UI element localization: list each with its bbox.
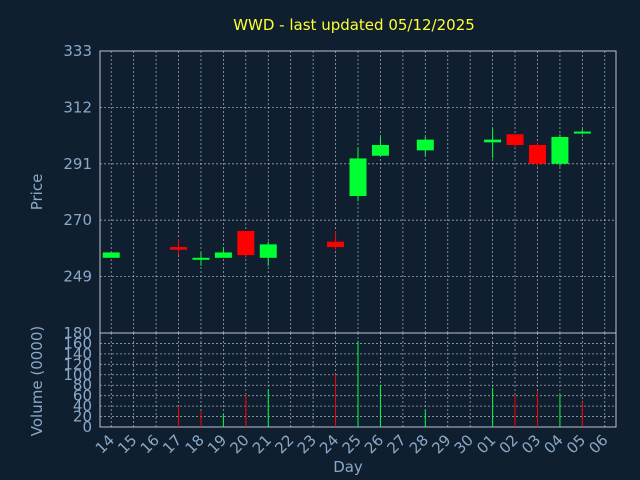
x-axis-label: Day <box>333 458 363 476</box>
volume-tick-label: 160 <box>63 334 92 352</box>
candle-17 <box>170 239 188 256</box>
candle-04 <box>551 134 569 167</box>
candle-body <box>214 252 232 258</box>
candles <box>102 128 591 266</box>
candle-26 <box>371 136 389 156</box>
price-tick-label: 312 <box>63 98 92 116</box>
candle-body <box>573 131 591 134</box>
volume-axis-label: Volume (0000) <box>28 326 46 436</box>
volume-tick-label: 100 <box>63 366 92 384</box>
volume-tick-label: 40 <box>73 397 92 415</box>
x-ticks: 1415161718192021222324252627282930010203… <box>92 431 612 457</box>
volume-tick-label: 0 <box>82 418 92 436</box>
candle-02 <box>506 134 524 148</box>
chart-title: WWD - last updated 05/12/2025 <box>233 16 475 34</box>
volume-tick-label: 180 <box>63 324 92 342</box>
price-y-ticks: 249 270 291 312 333 <box>63 42 92 286</box>
candle-28 <box>416 136 434 156</box>
candle-body <box>506 134 524 145</box>
candle-body <box>237 230 255 256</box>
price-tick-label: 270 <box>63 211 92 229</box>
candle-body <box>192 257 210 260</box>
candle-21 <box>259 241 277 266</box>
candle-20 <box>237 230 255 258</box>
candle-03 <box>528 142 546 167</box>
candle-body <box>371 145 389 156</box>
candle-19 <box>214 247 232 258</box>
candle-body <box>259 244 277 258</box>
price-tick-label: 291 <box>63 155 92 173</box>
volume-tick-label: 80 <box>73 376 92 394</box>
price-tick-label: 333 <box>63 42 92 60</box>
candle-body <box>327 241 345 248</box>
candle-body <box>349 158 367 197</box>
candle-14 <box>102 252 120 258</box>
candle-01 <box>484 128 502 159</box>
candle-25 <box>349 147 367 202</box>
candle-05 <box>573 128 591 135</box>
volume-tick-label: 120 <box>63 355 92 373</box>
volume-bars <box>178 340 583 427</box>
candle-24 <box>327 230 345 250</box>
candle-body <box>551 136 569 164</box>
candle-body <box>528 145 546 164</box>
price-axis-label: Price <box>28 174 46 211</box>
candle-body <box>170 247 188 250</box>
price-tick-label: 249 <box>63 268 92 286</box>
volume-tick-label: 60 <box>73 387 92 405</box>
candle-18 <box>192 252 210 266</box>
candle-body <box>102 252 120 258</box>
candle-body <box>416 139 434 151</box>
candle-body <box>484 139 502 143</box>
volume-tick-label: 140 <box>63 345 92 363</box>
volume-tick-label: 20 <box>73 408 92 426</box>
